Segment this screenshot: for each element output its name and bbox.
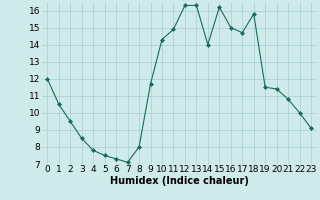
X-axis label: Humidex (Indice chaleur): Humidex (Indice chaleur) xyxy=(110,176,249,186)
